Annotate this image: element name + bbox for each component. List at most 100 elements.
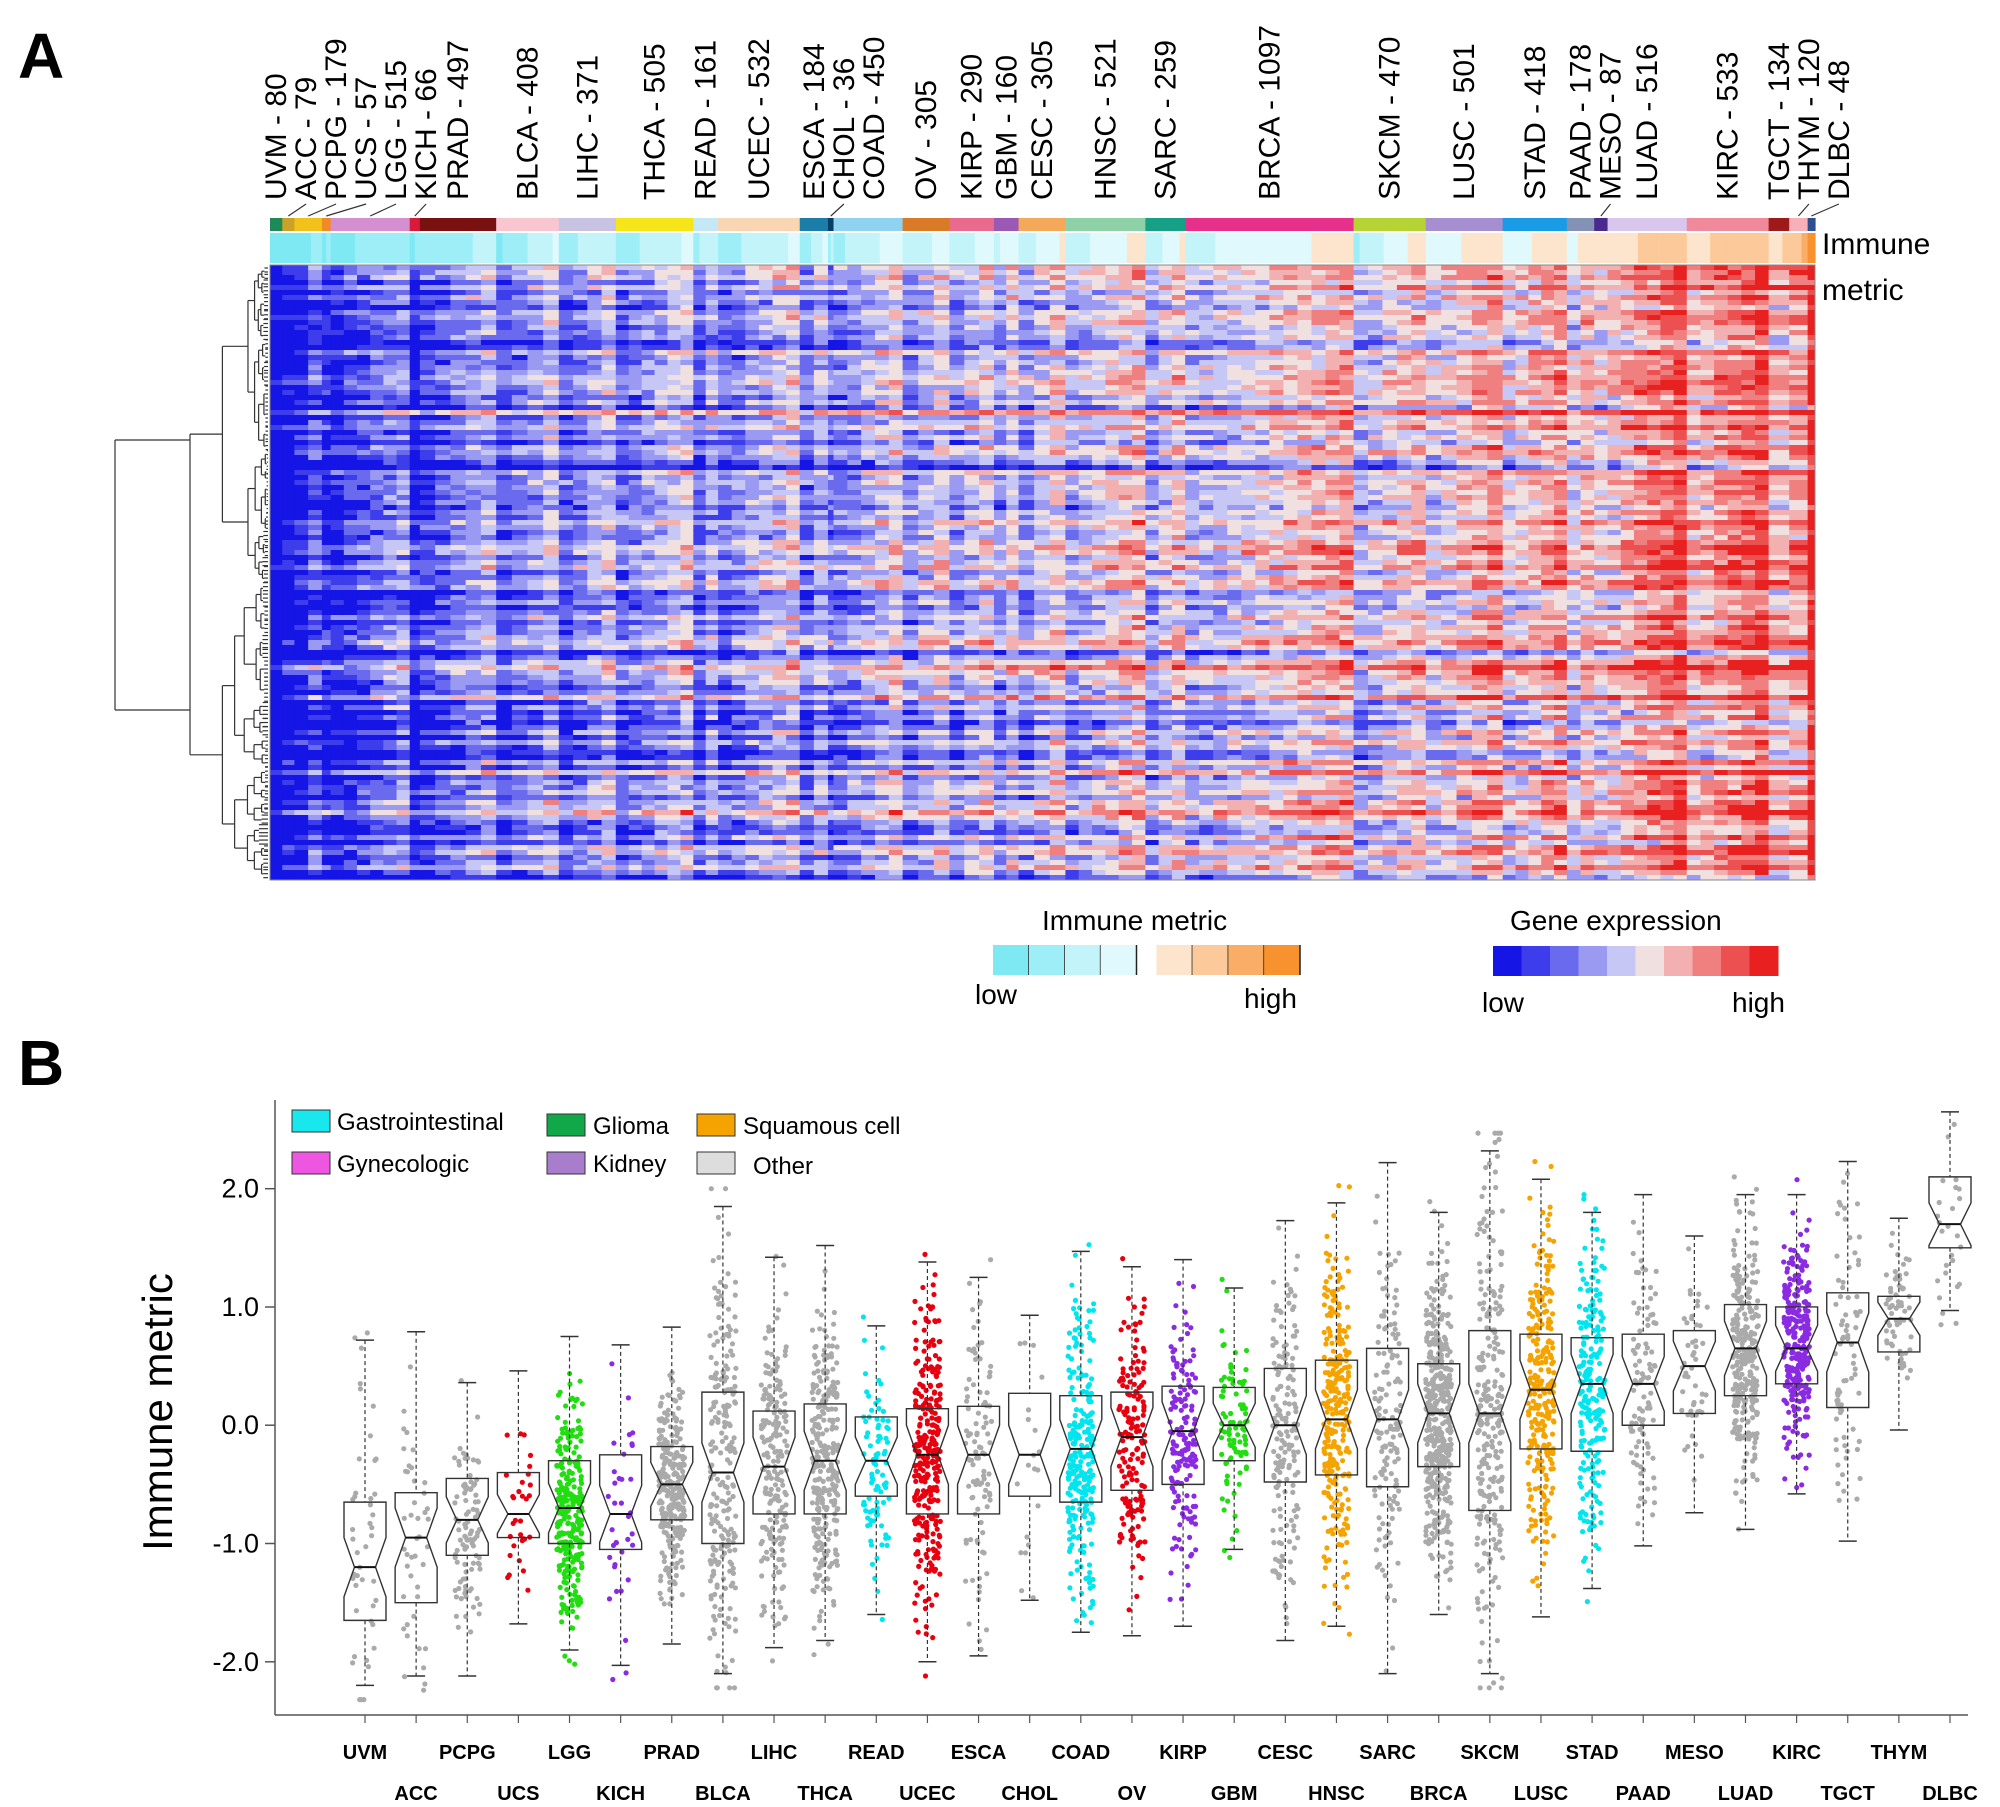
heatmap-cell <box>357 665 371 671</box>
heatmap-cell <box>573 835 588 841</box>
heatmap-cell <box>270 625 283 631</box>
heatmap-cell <box>409 705 421 711</box>
heatmap-cell <box>370 305 384 311</box>
heatmap-cell <box>527 510 544 516</box>
heatmap-cell <box>667 540 681 546</box>
heatmap-cell <box>680 320 694 326</box>
heatmap-cell <box>496 455 513 461</box>
heatmap-cell <box>511 360 528 366</box>
heatmap-cell <box>450 575 467 581</box>
heatmap-cell <box>282 845 295 851</box>
heatmap-cell <box>282 470 295 476</box>
heatmap-cell <box>680 415 694 421</box>
heatmap-cell <box>587 285 603 291</box>
heatmap-cell <box>693 620 707 626</box>
heatmap-cell <box>718 490 733 496</box>
immune-track-cell <box>822 233 829 263</box>
heatmap-cell <box>419 275 436 281</box>
heatmap-cell <box>587 855 603 861</box>
heatmap-cell <box>270 360 283 366</box>
heatmap-cell <box>587 670 603 676</box>
heatmap-cell <box>396 495 411 501</box>
heatmap-cell <box>527 605 544 611</box>
cancer-color-pcpg <box>294 218 323 231</box>
heatmap-cell <box>718 705 733 711</box>
heatmap-cell <box>330 355 345 361</box>
heatmap-cell <box>465 635 482 641</box>
heatmap-cell <box>680 295 694 301</box>
heatmap-cell <box>465 595 482 601</box>
heatmap-cell <box>641 680 656 686</box>
heatmap-cell <box>527 530 544 536</box>
heatmap-cell <box>409 420 421 426</box>
heatmap-cell <box>667 420 681 426</box>
heatmap-cell <box>693 280 707 286</box>
heatmap-cell <box>558 765 574 771</box>
heatmap-cell <box>718 785 733 791</box>
heatmap-cell <box>641 615 656 621</box>
heatmap-cell <box>511 560 528 566</box>
heatmap-cell <box>654 650 668 656</box>
heatmap-cell <box>543 495 560 501</box>
heatmap-cell <box>465 830 482 836</box>
heatmap-cell <box>409 460 421 466</box>
heatmap-cell <box>543 610 560 616</box>
heatmap-cell <box>601 290 617 296</box>
heatmap-cell <box>587 650 603 656</box>
heatmap-cell <box>308 270 323 276</box>
heatmap-cell <box>465 540 482 546</box>
heatmap-cell <box>705 765 719 771</box>
heatmap-cell <box>667 505 681 511</box>
label-connector <box>414 203 427 217</box>
heatmap-cell <box>409 550 421 556</box>
heatmap-cell <box>705 345 719 351</box>
heatmap-cell <box>330 465 345 471</box>
heatmap-cell <box>615 580 630 586</box>
heatmap-cell <box>370 665 384 671</box>
heatmap-cell <box>718 350 733 356</box>
heatmap-cell <box>731 785 746 791</box>
immune-track-cell <box>1335 233 1343 263</box>
immune-track-cell <box>1600 233 1609 263</box>
heatmap-cell <box>654 590 668 596</box>
heatmap-cell <box>450 485 467 491</box>
heatmap-cell <box>383 440 398 446</box>
heatmap-cell <box>667 755 681 761</box>
immune-track-cell <box>1145 233 1152 263</box>
heatmap-cell <box>480 475 497 481</box>
heatmap-cell <box>641 320 656 326</box>
heatmap-cell <box>654 530 668 536</box>
heatmap-cell <box>435 750 451 756</box>
heatmap-cell <box>343 435 358 441</box>
heatmap-cell <box>680 700 694 706</box>
heatmap-cell <box>282 500 295 506</box>
heatmap-cell <box>321 445 332 451</box>
heatmap-cell <box>419 420 436 426</box>
heatmap-cell <box>330 480 345 486</box>
heatmap-cell <box>511 390 528 396</box>
heatmap-cell <box>321 655 332 661</box>
heatmap-cell <box>667 325 681 331</box>
heatmap-cell <box>357 465 371 471</box>
heatmap-cell <box>321 540 332 546</box>
heatmap-cell <box>511 815 528 821</box>
heatmap-cell <box>321 620 332 626</box>
heatmap-cell <box>527 630 544 636</box>
heatmap-cell <box>496 685 513 691</box>
heatmap-cell <box>558 760 574 766</box>
heatmap-cell <box>527 345 544 351</box>
heatmap-cell <box>641 605 656 611</box>
heatmap-cell <box>718 415 733 421</box>
immune-track-cell <box>1413 233 1421 263</box>
heatmap-cell <box>615 585 630 591</box>
heatmap-cell <box>693 705 707 711</box>
heatmap-cell <box>693 675 707 681</box>
heatmap-cell <box>465 340 482 346</box>
heatmap-cell <box>705 555 719 561</box>
heatmap-cell <box>693 380 707 386</box>
column-label-esca: ESCA - 184 <box>798 43 831 200</box>
heatmap-cell <box>294 575 309 581</box>
heatmap-cell <box>465 685 482 691</box>
heatmap-cell <box>667 610 681 616</box>
heatmap-cell <box>680 830 694 836</box>
